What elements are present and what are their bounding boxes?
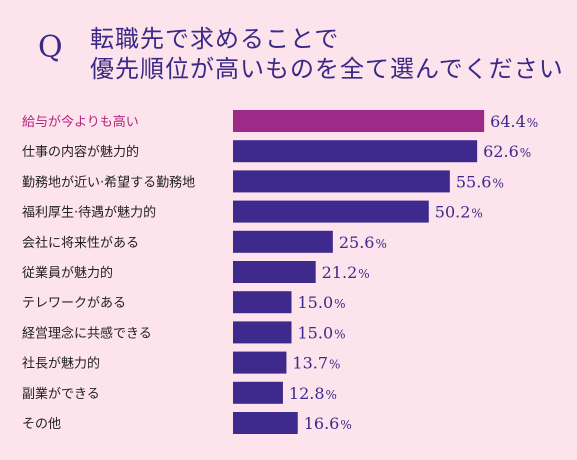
category-label: テレワークがある — [22, 296, 126, 311]
bar — [233, 381, 283, 404]
category-label: 福利厚生·待遇が魅力的 — [22, 205, 156, 221]
value-label: 64.4% — [490, 112, 538, 131]
question-line-2: 優先順位が高いものを全て選んでください — [90, 55, 564, 83]
bar — [233, 351, 287, 374]
value-label: 21.2% — [322, 263, 370, 282]
value-label: 16.6% — [304, 414, 352, 433]
value-label: 25.6% — [339, 233, 387, 252]
value-label: 13.7% — [292, 354, 340, 373]
category-label: 社長が魅力的 — [22, 356, 100, 372]
question-line-1: 転職先で求めることで — [90, 25, 340, 53]
value-label: 12.8% — [289, 384, 337, 403]
bar — [233, 412, 298, 434]
value-label: 55.6% — [456, 172, 504, 191]
value-label: 62.6% — [483, 142, 531, 161]
category-label: 副業ができる — [22, 386, 100, 402]
value-label: 15.0% — [298, 293, 346, 312]
value-label: 50.2% — [435, 203, 483, 222]
category-label: 従業員が魅力的 — [22, 265, 113, 281]
category-label: 会社に将来性がある — [22, 235, 139, 251]
category-label: 勤務地が近い·希望する勤務地 — [22, 174, 195, 190]
bar — [233, 261, 316, 283]
bar — [233, 321, 292, 344]
question-mark: Q — [38, 30, 63, 65]
bar — [233, 140, 478, 163]
category-label: 仕事の内容が魅力的 — [22, 144, 139, 160]
value-label: 15.0% — [298, 323, 346, 342]
bar — [233, 291, 292, 314]
bar — [233, 170, 450, 193]
category-label: 給与が今よりも高い — [22, 114, 139, 130]
bar — [233, 200, 429, 223]
bar — [233, 110, 485, 132]
question-text: 転職先で求めることで 優先順位が高いものを全て選んでください — [90, 24, 564, 84]
category-label: 経営理念に共感できる — [22, 325, 152, 341]
category-label: その他 — [22, 417, 61, 432]
bar — [233, 230, 333, 253]
question-header: Q 転職先で求めることで 優先順位が高いものを全て選んでください — [20, 18, 563, 88]
